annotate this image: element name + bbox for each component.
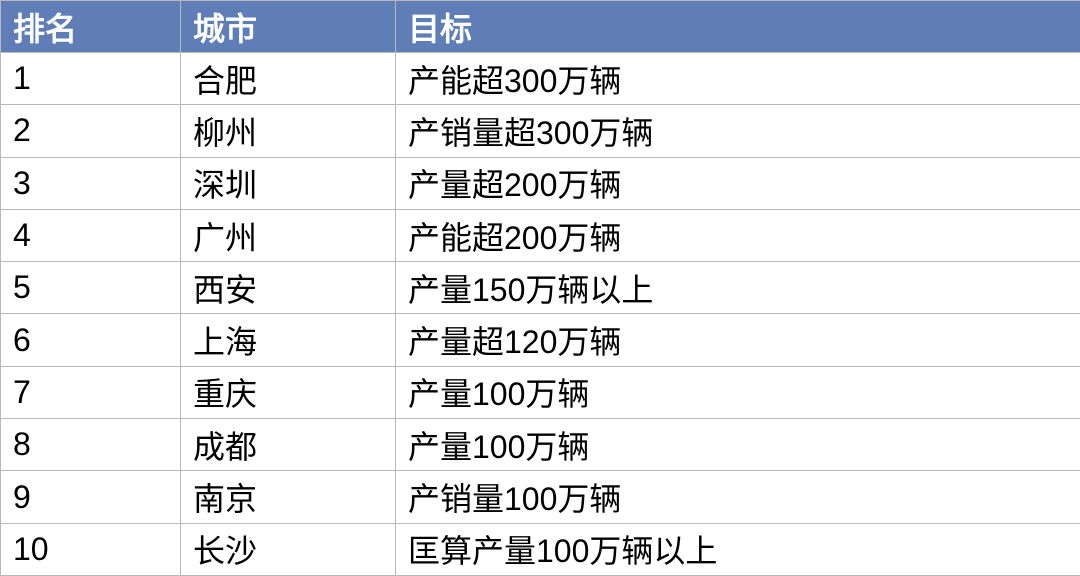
cell-target: 产量150万辆以上 — [396, 262, 1080, 314]
table-row: 7 重庆 产量100万辆 — [1, 366, 1080, 418]
table-row: 6 上海 产量超120万辆 — [1, 314, 1080, 366]
table-row: 9 南京 产销量100万辆 — [1, 471, 1080, 523]
cell-rank: 5 — [1, 262, 181, 314]
table-row: 10 长沙 匡算产量100万辆以上 — [1, 523, 1080, 575]
table-row: 1 合肥 产能超300万辆 — [1, 53, 1080, 105]
cell-city: 长沙 — [181, 523, 396, 575]
cell-city: 深圳 — [181, 157, 396, 209]
cell-city: 上海 — [181, 314, 396, 366]
cell-target: 产量100万辆 — [396, 419, 1080, 471]
cell-target: 产销量100万辆 — [396, 471, 1080, 523]
table-row: 8 成都 产量100万辆 — [1, 419, 1080, 471]
cell-target: 产量超120万辆 — [396, 314, 1080, 366]
cell-rank: 1 — [1, 53, 181, 105]
cell-target: 产量超200万辆 — [396, 157, 1080, 209]
city-target-table: 排名 城市 目标 1 合肥 产能超300万辆 2 柳州 产销量超300万辆 3 … — [0, 0, 1080, 576]
cell-city: 西安 — [181, 262, 396, 314]
cell-rank: 6 — [1, 314, 181, 366]
cell-target: 匡算产量100万辆以上 — [396, 523, 1080, 575]
cell-city: 成都 — [181, 419, 396, 471]
cell-rank: 3 — [1, 157, 181, 209]
cell-target: 产能超300万辆 — [396, 53, 1080, 105]
table-row: 5 西安 产量150万辆以上 — [1, 262, 1080, 314]
cell-city: 广州 — [181, 209, 396, 261]
cell-target: 产销量超300万辆 — [396, 105, 1080, 157]
cell-rank: 2 — [1, 105, 181, 157]
table-row: 4 广州 产能超200万辆 — [1, 209, 1080, 261]
cell-rank: 10 — [1, 523, 181, 575]
cell-target: 产能超200万辆 — [396, 209, 1080, 261]
cell-rank: 9 — [1, 471, 181, 523]
cell-rank: 4 — [1, 209, 181, 261]
col-header-target: 目标 — [396, 1, 1080, 53]
cell-target: 产量100万辆 — [396, 366, 1080, 418]
table-row: 2 柳州 产销量超300万辆 — [1, 105, 1080, 157]
cell-city: 重庆 — [181, 366, 396, 418]
cell-rank: 7 — [1, 366, 181, 418]
table-row: 3 深圳 产量超200万辆 — [1, 157, 1080, 209]
cell-rank: 8 — [1, 419, 181, 471]
cell-city: 合肥 — [181, 53, 396, 105]
col-header-city: 城市 — [181, 1, 396, 53]
cell-city: 柳州 — [181, 105, 396, 157]
table-header-row: 排名 城市 目标 — [1, 1, 1080, 53]
cell-city: 南京 — [181, 471, 396, 523]
data-table: 排名 城市 目标 1 合肥 产能超300万辆 2 柳州 产销量超300万辆 3 … — [0, 0, 1080, 576]
col-header-rank: 排名 — [1, 1, 181, 53]
